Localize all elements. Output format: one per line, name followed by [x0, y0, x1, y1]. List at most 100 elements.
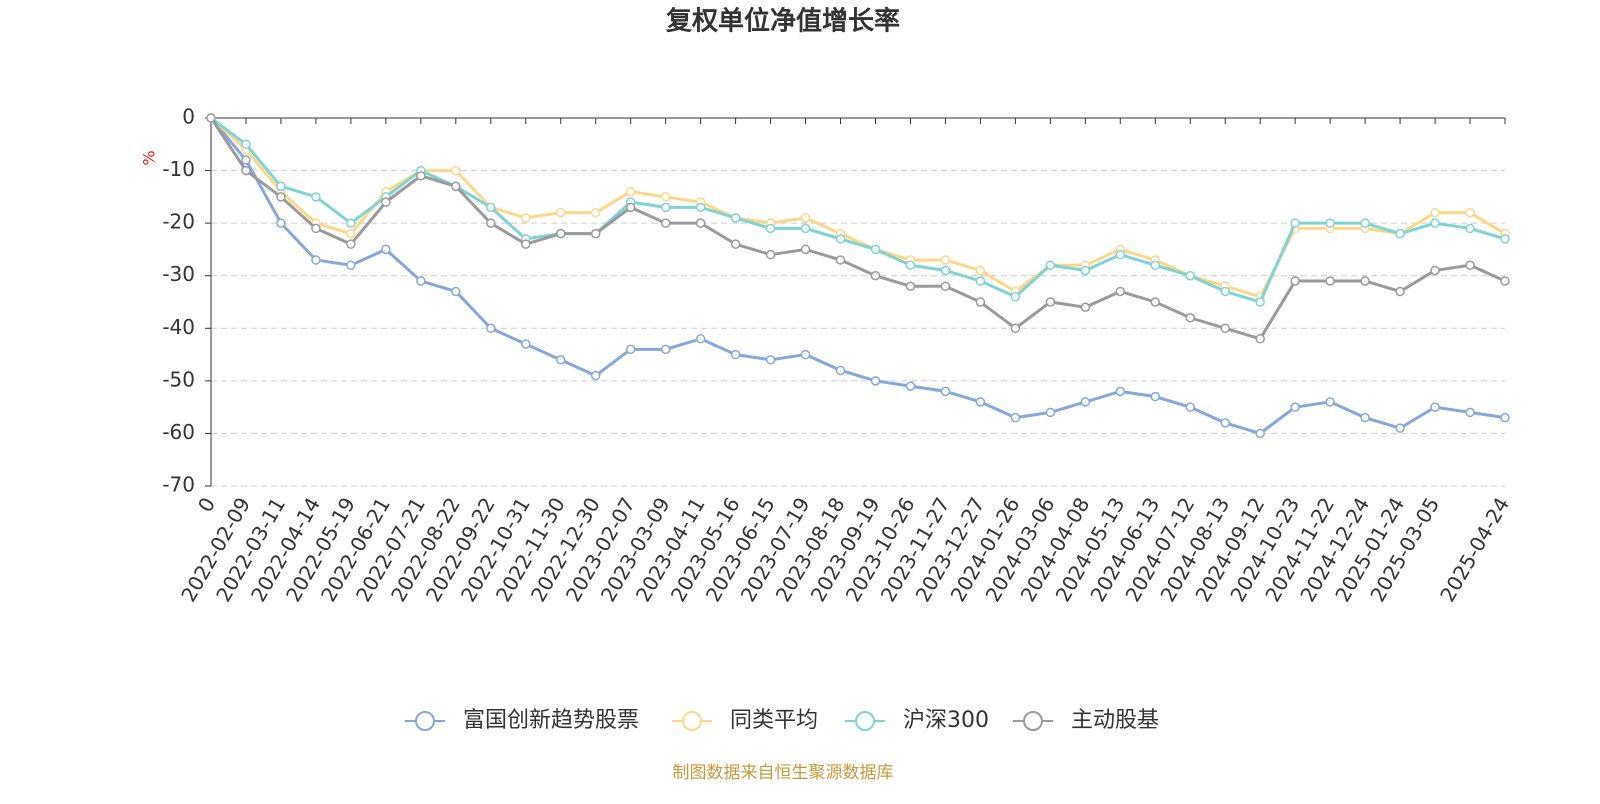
y-tick-label: -30 — [162, 262, 195, 286]
legend-label: 同类平均 — [730, 708, 818, 733]
point — [1080, 265, 1091, 276]
legend-label: 主动股基 — [1071, 708, 1159, 733]
point — [381, 244, 391, 255]
point — [625, 344, 636, 355]
point — [521, 339, 531, 349]
legend-marker — [682, 711, 702, 731]
point — [451, 181, 461, 192]
legend-marker — [1023, 711, 1043, 731]
point — [1115, 286, 1126, 297]
point — [835, 234, 846, 244]
point — [276, 218, 286, 228]
point — [1290, 218, 1300, 228]
point — [1325, 276, 1335, 286]
point — [311, 255, 321, 265]
point — [1150, 260, 1161, 270]
chart-title: 复权单位净值增长率 — [666, 6, 900, 37]
point — [940, 265, 951, 276]
point — [1465, 223, 1475, 234]
point — [590, 228, 601, 239]
y-tick-label: -50 — [162, 367, 195, 391]
point — [1185, 270, 1195, 281]
point — [800, 213, 811, 223]
point — [695, 202, 706, 213]
point — [1395, 423, 1405, 433]
y-tick-label: -40 — [162, 315, 195, 339]
point — [660, 202, 671, 213]
point — [870, 244, 881, 255]
point — [1010, 323, 1021, 334]
point — [346, 239, 356, 249]
point — [695, 334, 706, 344]
point — [1325, 397, 1335, 407]
point — [730, 349, 741, 360]
y-tick-label: -60 — [162, 420, 195, 444]
point — [521, 239, 531, 249]
y-tick-label: -70 — [162, 473, 195, 497]
point — [311, 192, 321, 202]
point — [1080, 302, 1091, 313]
point — [451, 286, 461, 297]
point — [905, 281, 916, 291]
x-tick-label: 2025-04-24 — [1435, 493, 1514, 606]
point — [486, 323, 496, 334]
point — [486, 218, 496, 228]
point — [800, 223, 811, 234]
point — [590, 370, 601, 381]
legend-label: 富国创新趋势股票 — [463, 708, 639, 733]
point — [1010, 412, 1021, 423]
point — [625, 186, 636, 197]
point — [975, 397, 986, 407]
point — [765, 249, 776, 260]
y-tick-label: -20 — [162, 210, 195, 234]
point — [1045, 260, 1056, 270]
point — [555, 355, 566, 365]
point — [276, 192, 286, 202]
point — [555, 228, 566, 239]
series-line — [209, 116, 1506, 299]
point — [975, 297, 986, 307]
point — [346, 260, 356, 270]
point — [311, 223, 321, 234]
point — [241, 139, 251, 150]
point — [835, 255, 846, 265]
point — [451, 165, 461, 176]
point — [1010, 291, 1021, 302]
point — [1150, 391, 1161, 402]
point — [1220, 286, 1230, 297]
series-line — [209, 117, 1506, 341]
point — [1430, 402, 1440, 412]
point — [1325, 218, 1335, 228]
point — [765, 223, 776, 234]
point — [1290, 402, 1300, 412]
point — [975, 265, 986, 276]
point — [835, 365, 846, 376]
point — [905, 381, 916, 391]
point — [521, 213, 531, 223]
point — [1500, 412, 1510, 423]
point — [590, 207, 601, 218]
point — [346, 218, 356, 228]
legend-marker — [415, 711, 435, 731]
point — [381, 197, 391, 207]
point — [1255, 428, 1265, 439]
point — [1290, 276, 1300, 286]
point — [486, 202, 496, 213]
point — [1360, 218, 1370, 228]
point — [765, 355, 776, 365]
point — [1080, 397, 1091, 407]
point — [1255, 297, 1265, 307]
point — [1430, 265, 1440, 276]
series-line — [209, 117, 1506, 436]
point — [1430, 207, 1440, 218]
point — [730, 213, 741, 223]
point — [1045, 297, 1056, 307]
y-tick-label: -10 — [162, 157, 195, 181]
point — [416, 171, 426, 181]
point — [1185, 313, 1195, 323]
point — [1500, 276, 1510, 286]
point — [1465, 207, 1475, 218]
point — [1395, 228, 1405, 239]
x-tick-label: 0 — [193, 493, 220, 516]
point — [940, 281, 951, 291]
